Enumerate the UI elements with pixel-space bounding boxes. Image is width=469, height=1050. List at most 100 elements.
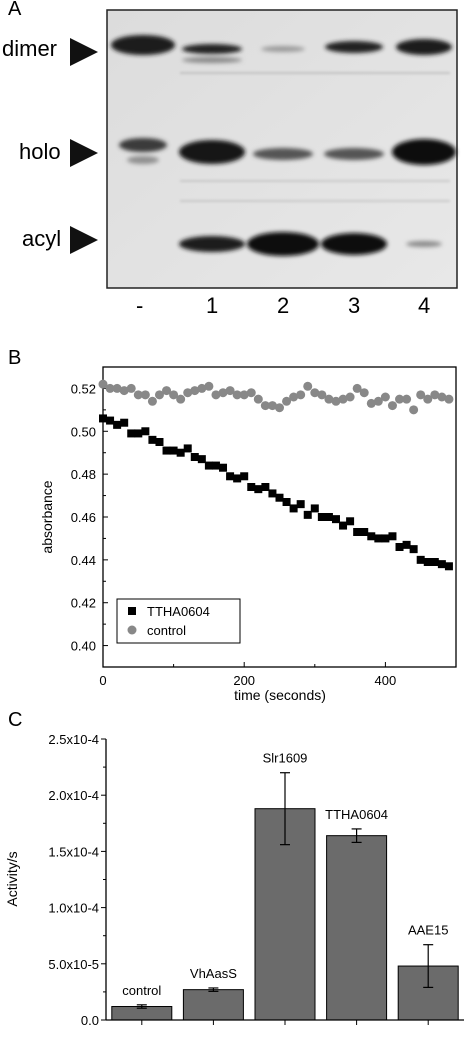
activity-bar-chart: 0.0 5.0x10-5 1.0x10-4 1.5x10-4 2.0x10-4 2.5x1… (4, 732, 464, 1028)
data-point-control (296, 390, 306, 400)
bar-label: VhAasS (190, 966, 237, 981)
data-point-ttha0604 (317, 513, 326, 521)
data-point-control (260, 401, 270, 411)
data-point-control (140, 390, 150, 400)
data-point-ttha0604 (437, 560, 446, 569)
data-point-control (112, 383, 122, 393)
data-point-control (218, 388, 228, 398)
y-axis-label: absorbance (39, 480, 55, 553)
data-point-control (275, 403, 284, 413)
data-point-ttha0604 (289, 504, 298, 513)
data-point-control (239, 390, 249, 400)
data-point-ttha0604 (331, 515, 340, 524)
bar (326, 835, 388, 1021)
band-label-acyl: acyl (22, 226, 62, 251)
data-point-ttha0604 (303, 510, 312, 519)
lane-label-2: 2 (277, 293, 290, 318)
bar (182, 989, 244, 1021)
data-point-control (352, 383, 362, 393)
data-point-ttha0604 (219, 463, 228, 472)
band-label-dimer: dimer (2, 36, 58, 61)
data-point-ttha0604 (416, 555, 425, 564)
data-point-ttha0604 (324, 513, 333, 521)
data-point-ttha0604 (423, 558, 432, 566)
data-point-ttha0604 (388, 532, 397, 541)
panel-c-letter: C (8, 709, 23, 731)
data-point-ttha0604 (282, 498, 291, 506)
y-tick-label: 0.44 (71, 553, 96, 568)
bar-label: TTHA0604 (325, 807, 388, 822)
data-point-ttha0604 (120, 418, 129, 427)
data-point-ttha0604 (409, 545, 418, 554)
data-point-control (338, 394, 348, 404)
data-point-control (409, 405, 419, 415)
data-point-ttha0604 (190, 453, 199, 461)
data-point-ttha0604 (197, 455, 206, 464)
data-point-control (324, 394, 334, 404)
x-axis-label: time (seconds) (234, 687, 326, 703)
data-point-control (423, 394, 433, 404)
lane-label-1: 1 (206, 293, 219, 318)
data-point-control (154, 390, 164, 400)
data-point-ttha0604 (261, 483, 270, 491)
data-point-control (282, 396, 292, 406)
data-point-control (246, 388, 256, 398)
data-point-ttha0604 (339, 521, 348, 530)
data-point-control (133, 390, 143, 400)
data-point-control (105, 383, 115, 393)
data-point-ttha0604 (183, 444, 192, 453)
y-tick-label: 0.50 (71, 424, 96, 439)
y-tick-label: 0.40 (71, 639, 96, 654)
data-point-ttha0604 (176, 448, 185, 457)
data-point-control (211, 390, 221, 400)
data-point-ttha0604 (381, 534, 390, 543)
legend: TTHA0604 control (116, 598, 241, 644)
data-point-ttha0604 (374, 534, 383, 543)
data-point-control (183, 388, 193, 398)
data-point-ttha0604 (155, 438, 164, 446)
gel-image (70, 9, 458, 289)
data-point-ttha0604 (204, 461, 213, 470)
data-point-control (147, 396, 157, 406)
data-point-control (232, 390, 242, 400)
data-point-ttha0604 (127, 429, 136, 438)
x-tick-label: 200 (233, 673, 255, 688)
panel-b-letter: B (8, 347, 22, 369)
data-point-ttha0604 (148, 435, 157, 444)
data-point-control (366, 398, 376, 408)
data-point-ttha0604 (254, 485, 263, 494)
data-point-ttha0604 (353, 528, 362, 536)
acyl-arrow-icon (70, 226, 98, 254)
data-point-ttha0604 (360, 528, 369, 536)
data-point-ttha0604 (275, 493, 284, 502)
data-point-control (204, 381, 214, 391)
data-point-ttha0604 (240, 472, 249, 481)
data-point-ttha0604 (268, 489, 277, 498)
data-point-ttha0604 (367, 532, 376, 541)
data-point-ttha0604 (134, 429, 143, 438)
data-point-control (359, 388, 369, 398)
data-point-ttha0604 (395, 543, 404, 551)
data-point-control (380, 392, 390, 402)
legend-label-ttha0604: TTHA0604 (147, 604, 210, 619)
data-point-ttha0604 (444, 562, 453, 571)
data-point-control (267, 401, 277, 411)
data-point-ttha0604 (211, 461, 220, 470)
x-tick-label: 0 (99, 673, 106, 688)
data-point-ttha0604 (106, 416, 115, 425)
data-point-control (176, 394, 186, 404)
lane-label-3: 3 (348, 293, 361, 318)
y-tick-label: 0.42 (71, 596, 96, 611)
band-label-holo: holo (19, 139, 61, 164)
data-point-ttha0604 (162, 446, 171, 455)
y-tick-label: 0.0 (81, 1013, 99, 1028)
data-point-control (437, 392, 447, 402)
data-point-control (402, 394, 412, 404)
data-point-ttha0604 (226, 472, 235, 481)
data-point-ttha0604 (169, 446, 178, 455)
data-point-control (444, 394, 454, 404)
data-point-control (373, 396, 383, 406)
absorbance-scatter-chart: 0.40 0.42 0.44 0.46 0.48 0.50 0.52 0 200 400 TTHA… (39, 366, 457, 703)
data-point-ttha0604 (430, 558, 439, 566)
data-point-ttha0604 (310, 504, 319, 513)
